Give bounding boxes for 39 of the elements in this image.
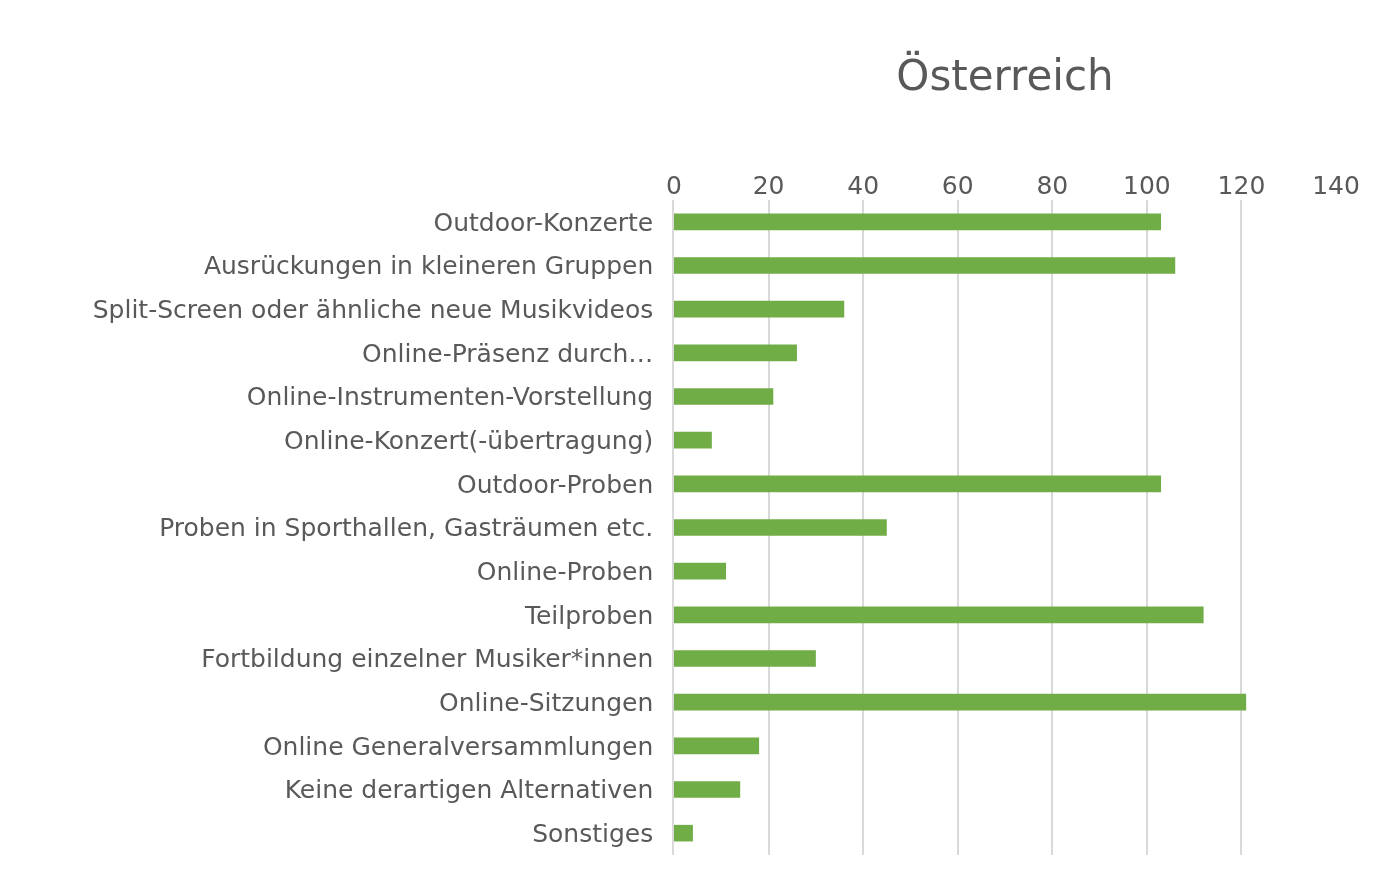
y-tick-label: Online-Proben bbox=[476, 556, 654, 586]
x-tick-label: 60 bbox=[941, 171, 974, 200]
y-tick-label: Teilproben bbox=[523, 600, 654, 630]
y-tick-label: Sonstiges bbox=[532, 818, 654, 848]
chart-title: Österreich bbox=[896, 50, 1114, 101]
bar bbox=[674, 824, 693, 842]
bar bbox=[674, 737, 760, 755]
bar bbox=[674, 781, 741, 798]
x-tick-label: 100 bbox=[1123, 171, 1171, 200]
y-tick-label: Online-Sitzungen bbox=[439, 687, 654, 717]
y-tick-label: Outdoor-Proben bbox=[457, 469, 654, 499]
y-tick-label: Outdoor-Konzerte bbox=[433, 207, 654, 237]
bar bbox=[674, 257, 1176, 274]
x-tick-label: 20 bbox=[752, 171, 785, 200]
bar bbox=[674, 693, 1247, 711]
bar bbox=[674, 475, 1162, 493]
bar bbox=[674, 606, 1204, 624]
y-tick-label: Online-Instrumenten-Vorstellung bbox=[246, 382, 654, 412]
x-tick-label: 0 bbox=[666, 171, 682, 200]
y-tick-label: Online-Konzert(-übertragung) bbox=[283, 425, 654, 455]
y-tick-label: Online-Präsenz durch… bbox=[362, 338, 654, 368]
bar bbox=[674, 562, 727, 580]
bar bbox=[674, 344, 797, 362]
bar bbox=[674, 650, 816, 667]
x-tick-label: 80 bbox=[1036, 171, 1069, 200]
y-tick-label: Fortbildung einzelner Musiker*innen bbox=[201, 644, 654, 674]
y-tick-label: Keine derartigen Alternativen bbox=[284, 775, 654, 805]
bar bbox=[674, 213, 1162, 231]
y-tick-label: Proben in Sporthallen, Gasträumen etc. bbox=[159, 513, 654, 543]
x-tick-label: 120 bbox=[1217, 171, 1266, 200]
bar bbox=[674, 388, 774, 405]
y-tick-label: Split-Screen oder ähnliche neue Musikvideos bbox=[92, 294, 654, 324]
x-tick-label: 140 bbox=[1312, 171, 1360, 200]
bar bbox=[674, 431, 712, 449]
y-tick-label: Online Generalversammlungen bbox=[262, 731, 654, 761]
bar bbox=[674, 300, 845, 318]
bar bbox=[674, 519, 887, 536]
y-tick-label: Ausrückungen in kleineren Gruppen bbox=[203, 251, 654, 281]
x-tick-label: 40 bbox=[847, 171, 880, 200]
